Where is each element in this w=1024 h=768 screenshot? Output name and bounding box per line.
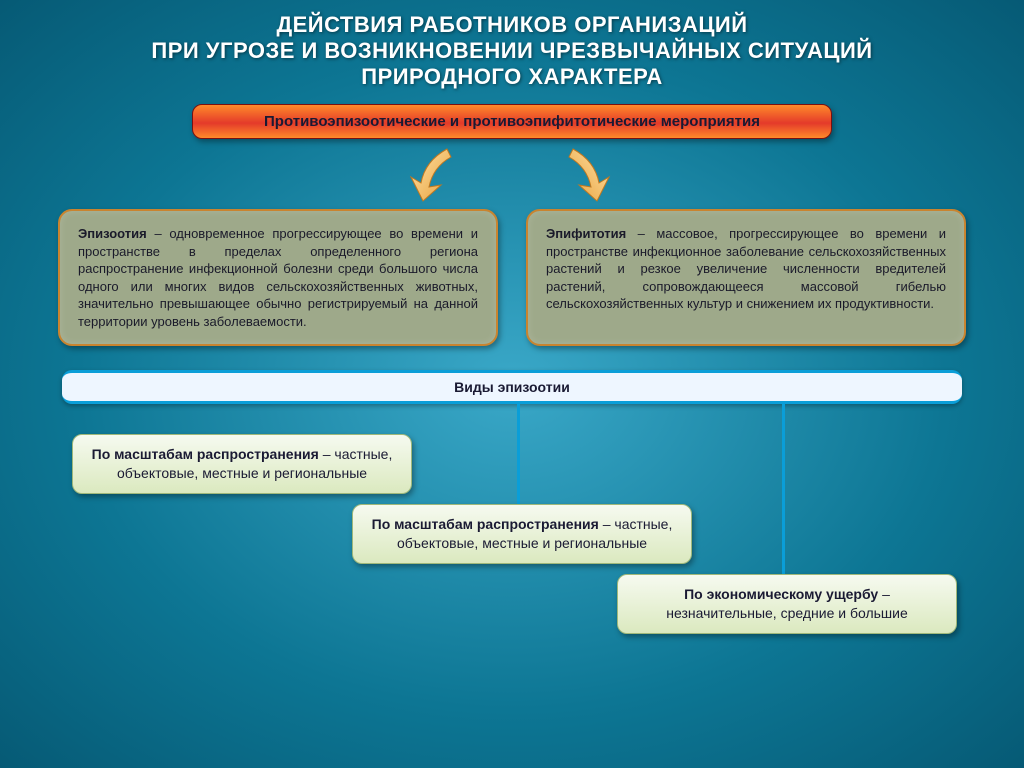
title-line-1: ДЕЙСТВИЯ РАБОТНИКОВ ОРГАНИЗАЦИЙ bbox=[40, 12, 984, 38]
slide-title: ДЕЙСТВИЯ РАБОТНИКОВ ОРГАНИЗАЦИЙ ПРИ УГРО… bbox=[0, 0, 1024, 94]
title-line-2: ПРИ УГРОЗЕ И ВОЗНИКНОВЕНИИ ЧРЕЗВЫЧАЙНЫХ … bbox=[40, 38, 984, 64]
type-box-scale-2: По масштабам распространения – частные, … bbox=[352, 504, 692, 564]
title-line-3: ПРИРОДНОГО ХАРАКТЕРА bbox=[40, 64, 984, 90]
definitions-row: Эпизоотия – одновременное прогрессирующе… bbox=[0, 209, 1024, 346]
type-lead: По масштабам распространения bbox=[92, 446, 323, 462]
type-box-scale-1: По масштабам распространения – частные, … bbox=[72, 434, 412, 494]
subtitle-box: Противоэпизоотические и противоэпифитоти… bbox=[192, 104, 832, 139]
types-header: Виды эпизоотии bbox=[62, 370, 962, 404]
connector-line bbox=[517, 404, 520, 504]
arrow-right-icon bbox=[555, 143, 615, 203]
type-box-damage: По экономическому ущербу – незначительны… bbox=[617, 574, 957, 634]
type-lead: По экономическому ущербу bbox=[684, 586, 882, 602]
type-lead: По масштабам распространения bbox=[372, 516, 603, 532]
term-epifitotia: Эпифитотия bbox=[546, 226, 638, 241]
subtitle-text: Противоэпизоотические и противоэпифитоти… bbox=[264, 113, 760, 130]
types-container: По масштабам распространения – частные, … bbox=[62, 404, 962, 634]
connector-line bbox=[782, 404, 785, 574]
arrow-left-icon bbox=[405, 143, 465, 203]
definition-epifitotia: Эпифитотия – массовое, прогрессирующее в… bbox=[526, 209, 966, 346]
term-epizootia: Эпизоотия bbox=[78, 226, 154, 241]
definition-epizootia: Эпизоотия – одновременное прогрессирующе… bbox=[58, 209, 498, 346]
arrows-region bbox=[0, 139, 1024, 209]
text-epizootia: – одновременное прогрессирующее во време… bbox=[78, 226, 478, 329]
types-header-text: Виды эпизоотии bbox=[454, 379, 570, 395]
